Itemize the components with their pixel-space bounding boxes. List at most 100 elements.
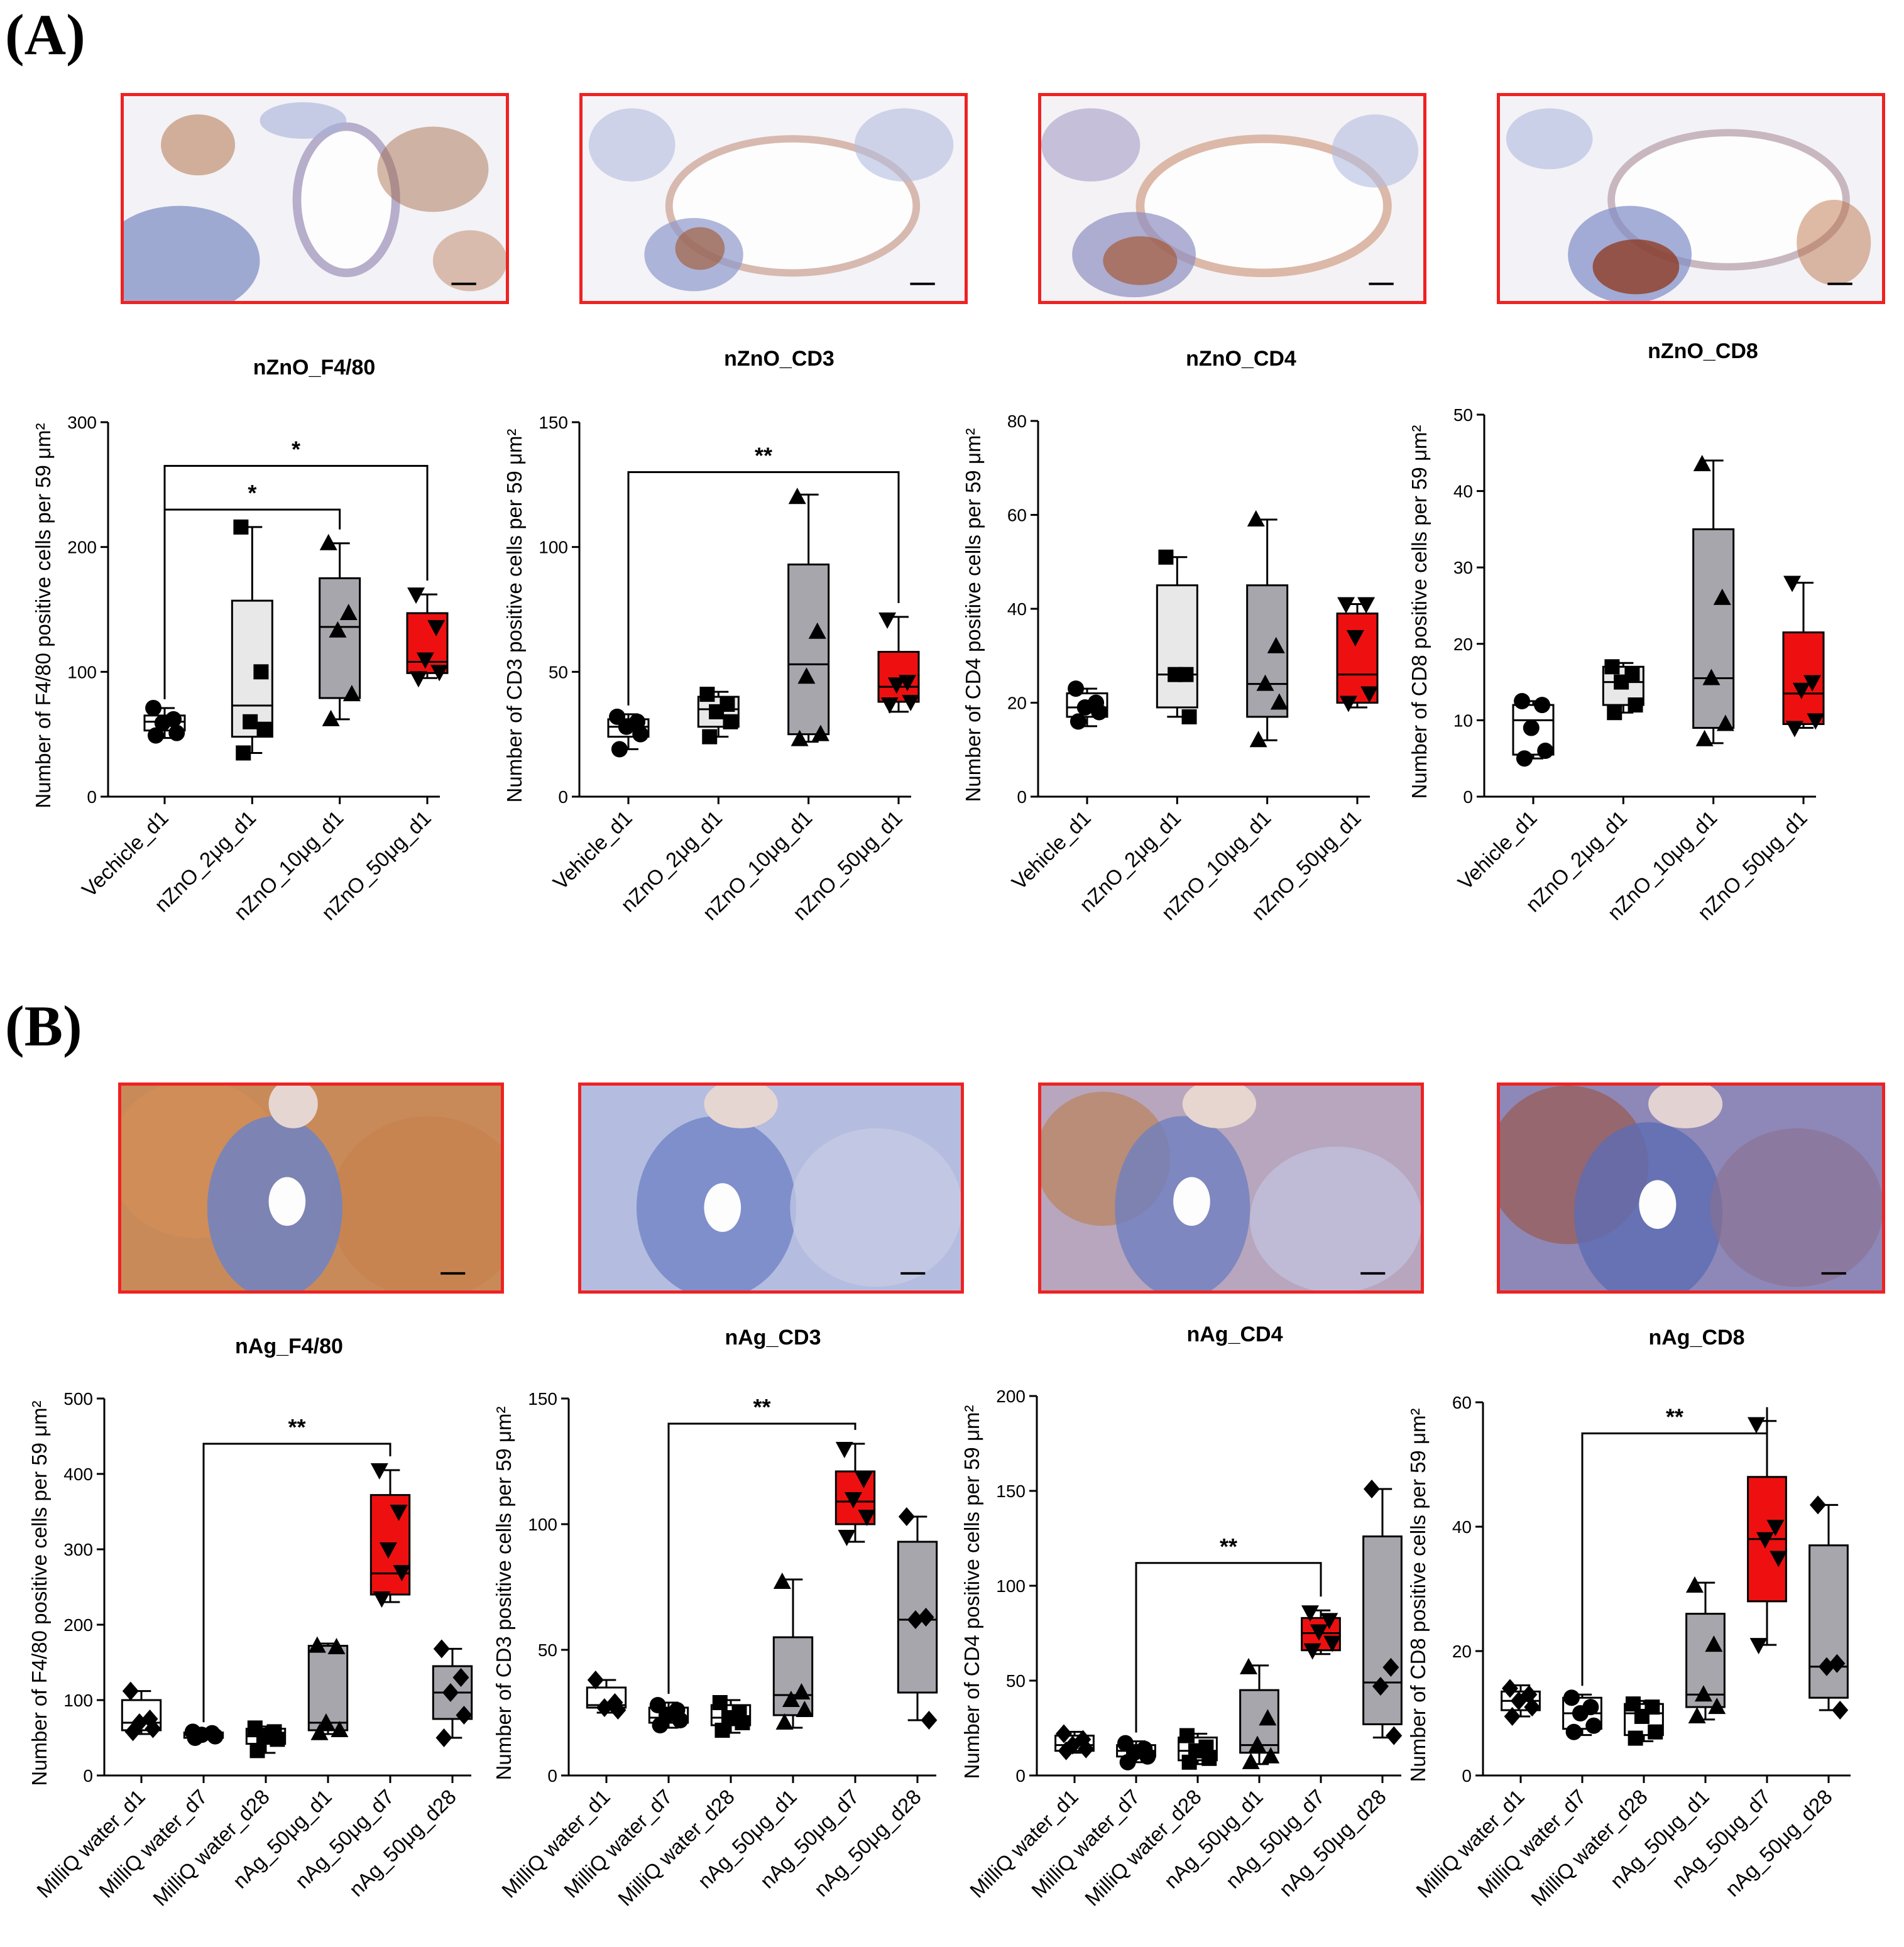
micrograph-a2 xyxy=(579,93,968,304)
a1-y-label: Number of F4/80 positive cells per 59 μm… xyxy=(31,423,55,808)
micrograph-b2 xyxy=(578,1083,964,1294)
b4-y-tick-label-2: 40 xyxy=(1452,1517,1472,1537)
b2-point-4-4 xyxy=(838,1530,856,1546)
a3-point-3-2 xyxy=(1346,630,1364,646)
a2-point-3-4 xyxy=(880,697,899,714)
a2-point-3-3 xyxy=(902,695,920,712)
b2-point-5-1 xyxy=(917,1608,934,1627)
a3-point-0-3 xyxy=(1091,704,1108,721)
b3-point-3-4 xyxy=(1242,1752,1260,1769)
a2-point-2-0 xyxy=(788,488,806,504)
a1-significance-bracket-1 xyxy=(163,508,341,699)
b2-category-label-1: MilliQ water_d7 xyxy=(559,1785,677,1902)
b4-box-5 xyxy=(1808,1544,1849,1699)
a2-significance-label-0: ** xyxy=(755,442,772,468)
a4-point-0-4 xyxy=(1516,750,1533,767)
b3-title: nAg_CD4 xyxy=(1186,1323,1283,1346)
b1-point-4-2 xyxy=(379,1542,397,1559)
b3-category-label-0: MilliQ water_d1 xyxy=(965,1785,1083,1902)
micrograph-b3-tissue xyxy=(1041,1086,1421,1290)
a2-point-2-4 xyxy=(791,729,809,746)
a2-point-0-2 xyxy=(618,718,635,735)
b1-point-4-4 xyxy=(373,1591,391,1608)
b2-point-1-3 xyxy=(672,1712,689,1728)
b1-point-4-0 xyxy=(370,1463,388,1480)
b3-point-3-3 xyxy=(1262,1747,1280,1764)
a4-title: nZnO_CD8 xyxy=(1648,339,1758,363)
b3-point-4-4 xyxy=(1303,1643,1321,1660)
micrograph-a3 xyxy=(1038,93,1426,304)
a1-point-3-4 xyxy=(409,671,427,688)
a3-y-label: Number of CD4 positive cells per 59 μm² xyxy=(961,428,985,802)
a4-point-3-1 xyxy=(1803,675,1822,692)
b3-y-tick-label-3: 150 xyxy=(996,1481,1026,1501)
b4-point-4-4 xyxy=(1749,1638,1768,1655)
a1-point-1-2 xyxy=(243,714,258,729)
b4-point-5-0 xyxy=(1809,1495,1826,1515)
b4-point-3-0 xyxy=(1685,1576,1704,1593)
a4-point-2-1 xyxy=(1713,588,1731,605)
b4-point-5-3 xyxy=(1832,1701,1849,1720)
b1-y-tick-label-1: 100 xyxy=(63,1691,93,1710)
a4-y-tick-label-0: 0 xyxy=(1463,787,1473,807)
a1-box-2 xyxy=(319,577,361,699)
b1-y-tick-label-5: 500 xyxy=(63,1389,93,1409)
b1-point-1-4 xyxy=(187,1730,204,1746)
a1-category-label-0: Vechicle_d1 xyxy=(77,806,173,902)
a2-point-3-0 xyxy=(878,612,897,629)
micrograph-a1 xyxy=(121,93,509,304)
b4-y-tick-label-0: 0 xyxy=(1462,1766,1472,1786)
a1-point-2-3 xyxy=(342,685,361,702)
a3-box-1 xyxy=(1156,584,1198,709)
a4-point-1-3 xyxy=(1628,697,1643,713)
b2-point-4-1 xyxy=(855,1472,873,1488)
b3-point-5-2 xyxy=(1372,1677,1389,1696)
a1-point-0-3 xyxy=(168,724,185,741)
a1-y-tick-label-0: 0 xyxy=(87,787,97,807)
b2-point-3-3 xyxy=(796,1701,814,1717)
b1-point-3-4 xyxy=(310,1723,329,1740)
b1-title: nAg_F4/80 xyxy=(235,1334,343,1358)
b1-point-0-0 xyxy=(122,1681,139,1701)
b2-point-0-0 xyxy=(587,1671,604,1689)
panel-b-label: (B) xyxy=(5,994,82,1058)
a3-point-2-2 xyxy=(1256,674,1274,691)
a1-title: nZnO_F4/80 xyxy=(253,356,376,379)
b3-point-3-1 xyxy=(1259,1709,1277,1726)
a3-point-1-3 xyxy=(1181,709,1197,724)
a3-point-3-4 xyxy=(1339,695,1357,712)
a3-point-3-0 xyxy=(1337,597,1355,614)
b4-point-1-3 xyxy=(1585,1717,1602,1734)
a3-y-tick-label-1: 20 xyxy=(1007,694,1027,713)
a1-point-2-2 xyxy=(329,621,347,638)
micrograph-a4 xyxy=(1497,93,1885,304)
b3-point-2-0 xyxy=(1179,1728,1195,1743)
a3-title: nZnO_CD4 xyxy=(1186,347,1296,371)
b4-point-0-4 xyxy=(1504,1706,1521,1726)
b1-point-5-4 xyxy=(435,1728,452,1747)
b2-point-5-2 xyxy=(907,1610,924,1629)
micrograph-b4 xyxy=(1497,1083,1885,1294)
micrograph-a1-tissue xyxy=(124,96,506,301)
b2-y-tick-label-3: 150 xyxy=(528,1389,557,1409)
b1-y-tick-label-3: 300 xyxy=(63,1540,93,1559)
micrograph-a2-tissue xyxy=(583,96,965,301)
b2-point-0-2 xyxy=(596,1698,613,1717)
a4-point-2-0 xyxy=(1693,455,1711,472)
a1-y-tick-label-1: 100 xyxy=(67,662,97,682)
b4-point-1-2 xyxy=(1572,1705,1589,1721)
b2-point-0-3 xyxy=(610,1701,626,1720)
b2-category-label-2: MilliQ water_d28 xyxy=(613,1785,739,1911)
a2-significance-bracket-0 xyxy=(627,471,900,706)
b1-point-5-1 xyxy=(452,1668,469,1687)
b3-y-tick-label-0: 0 xyxy=(1015,1766,1026,1786)
a4-y-tick-label-5: 50 xyxy=(1453,405,1473,425)
a1-point-3-2 xyxy=(416,652,434,669)
b1-point-4-1 xyxy=(390,1505,408,1521)
b3-point-2-4 xyxy=(1181,1754,1197,1770)
b4-point-4-3 xyxy=(1770,1551,1788,1568)
a1-point-2-4 xyxy=(322,709,340,726)
a2-point-2-3 xyxy=(811,724,829,741)
a3-point-1-2 xyxy=(1168,667,1183,682)
a4-y-tick-label-4: 40 xyxy=(1453,482,1473,501)
